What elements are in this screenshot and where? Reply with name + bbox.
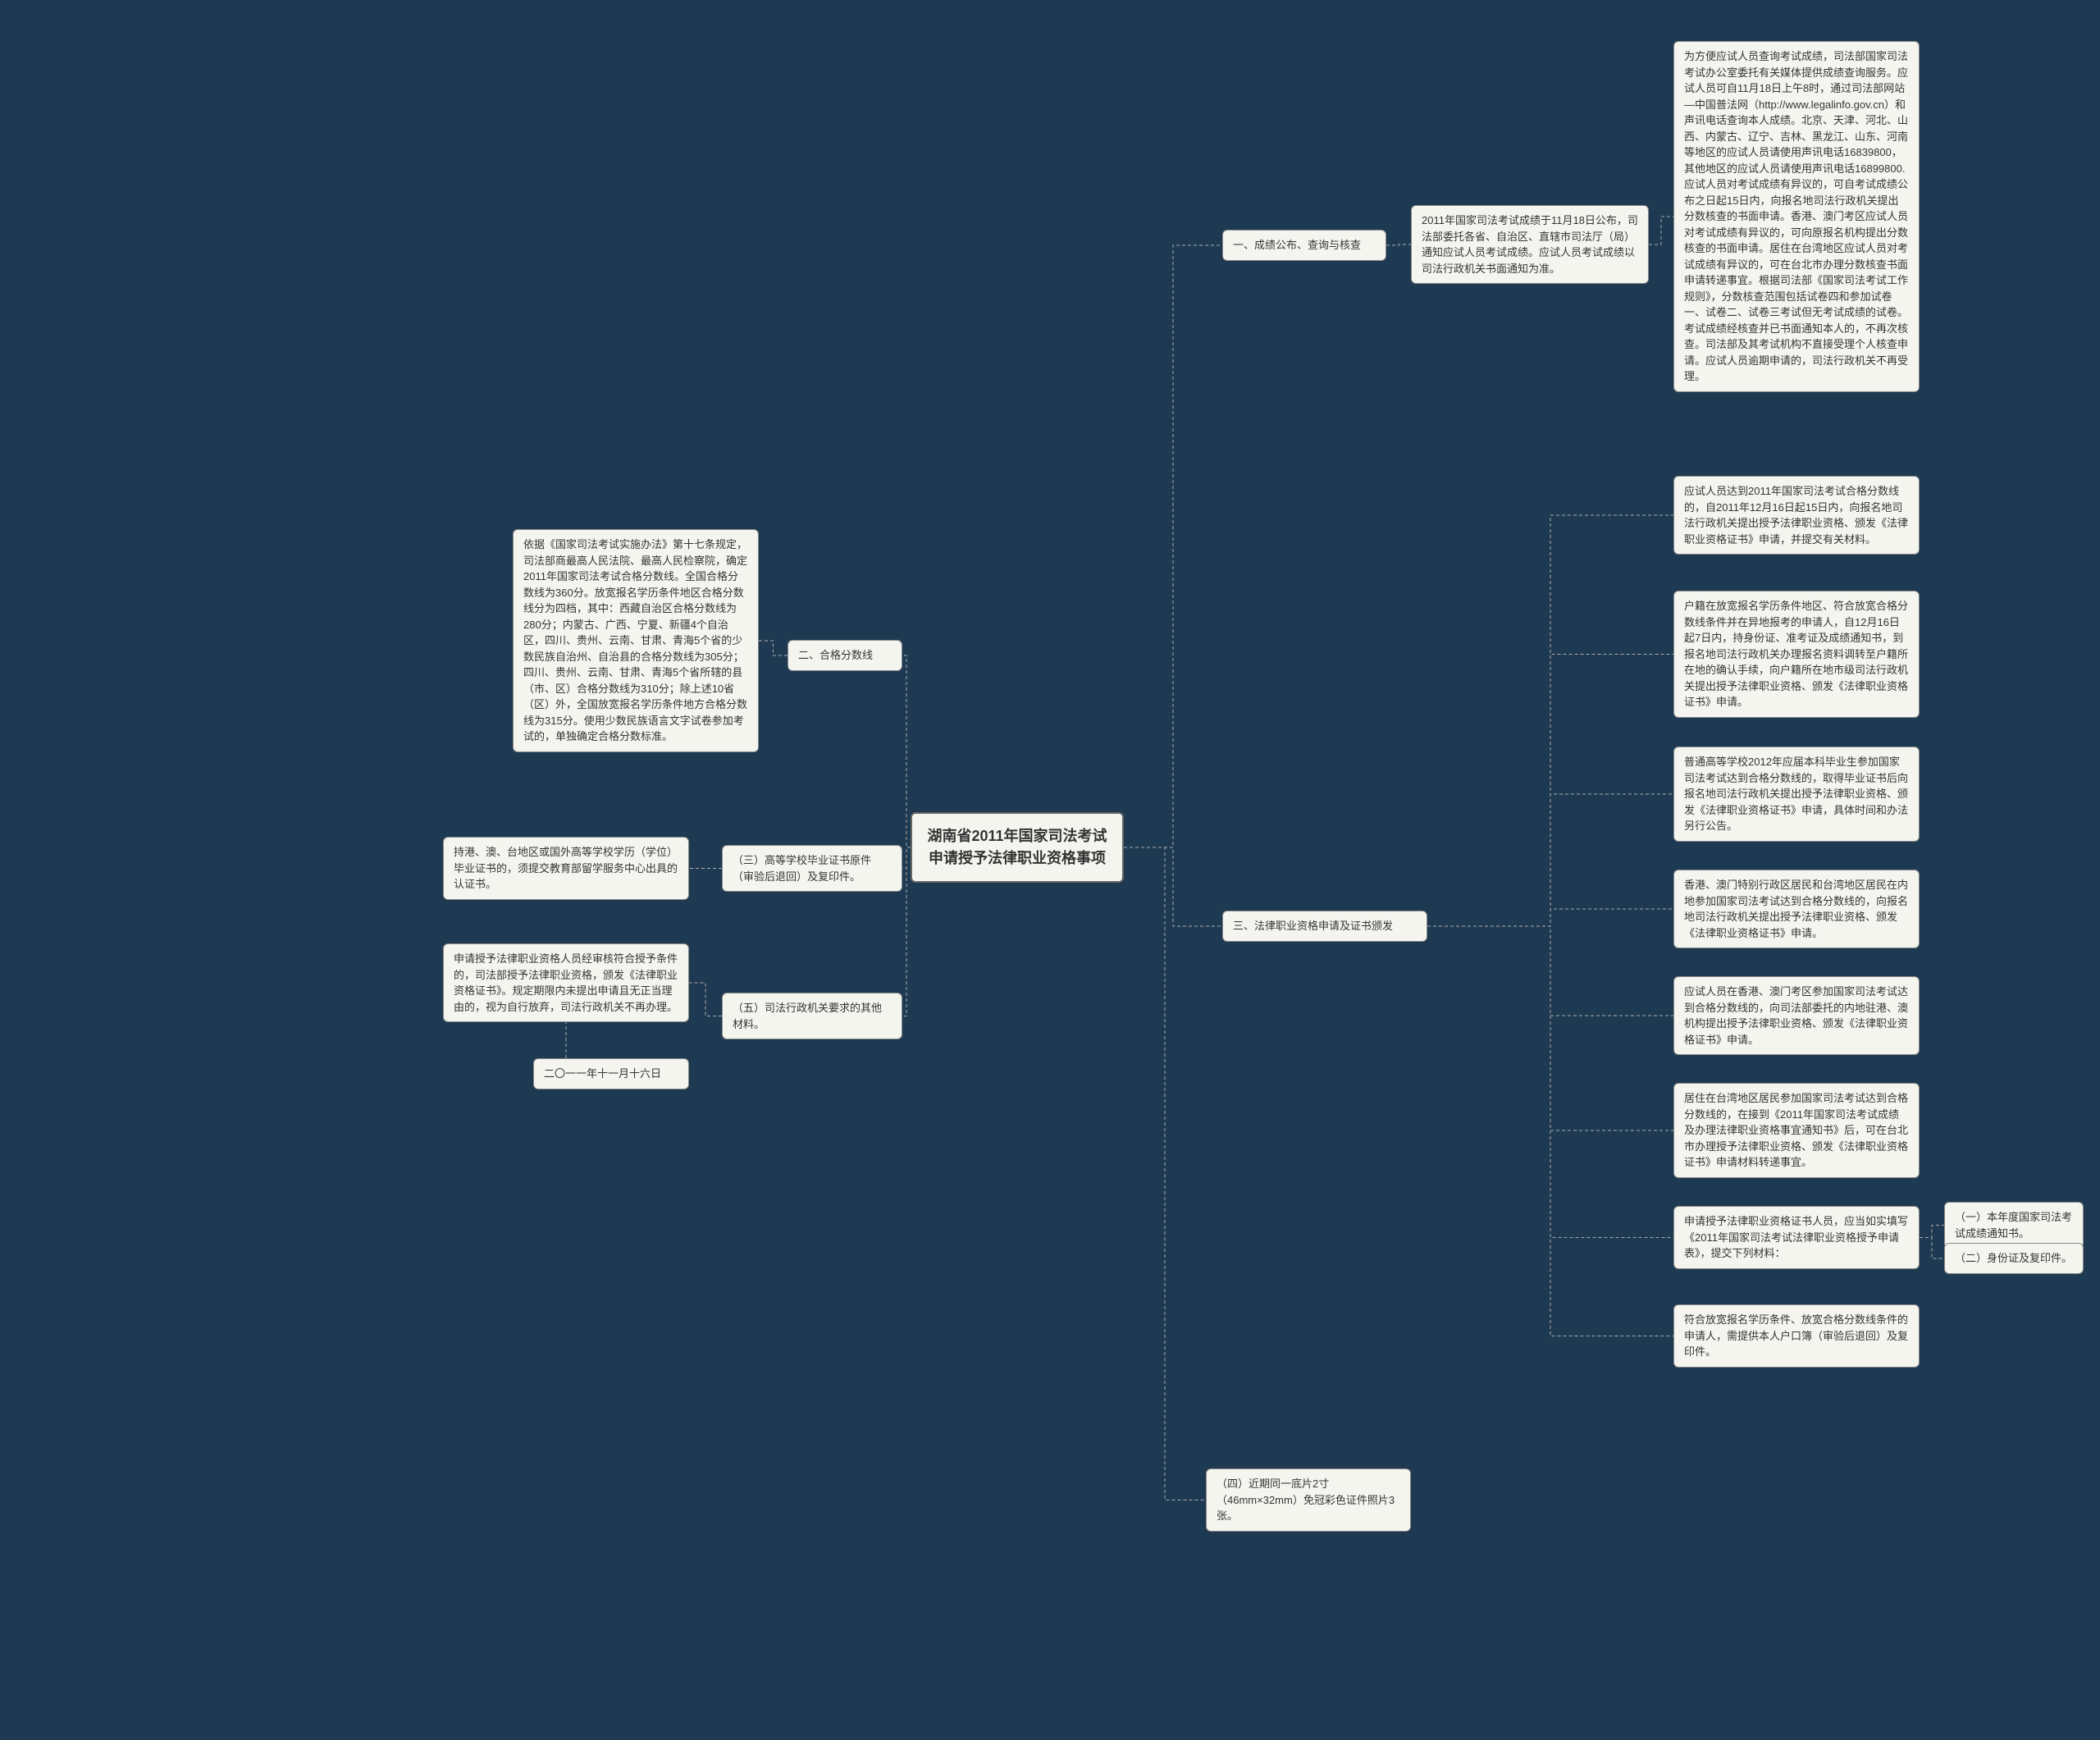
mindmap-node: 为方便应试人员查询考试成绩，司法部国家司法考试办公室委托有关媒体提供成绩查询服务…: [1673, 41, 1920, 392]
connector-line: [902, 847, 911, 1016]
connector-line: [1427, 655, 1673, 927]
connector-line: [1427, 926, 1673, 1238]
connector-line: [1427, 926, 1673, 1016]
mindmap-node: （一）本年度国家司法考试成绩通知书。: [1944, 1202, 2084, 1249]
connector-line: [1124, 245, 1222, 847]
mindmap-node: （四）近期同一底片2寸（46mm×32mm）免冠彩色证件照片3张。: [1206, 1468, 1411, 1532]
mindmap-node: 居住在台湾地区居民参加国家司法考试达到合格分数线的，在接到《2011年国家司法考…: [1673, 1083, 1920, 1178]
mindmap-node: 二〇一一年十一月十六日: [533, 1058, 689, 1089]
connector-line: [902, 847, 911, 869]
mindmap-node: 应试人员达到2011年国家司法考试合格分数线的，自2011年12月16日起15日…: [1673, 476, 1920, 555]
connector-line: [1427, 515, 1673, 926]
mindmap-node: （二）身份证及复印件。: [1944, 1243, 2084, 1274]
mindmap-node: 2011年国家司法考试成绩于11月18日公布，司法部委托各省、自治区、直辖市司法…: [1411, 205, 1649, 284]
connector-line: [1427, 926, 1673, 1130]
mindmap-node: 三、法律职业资格申请及证书颁发: [1222, 911, 1427, 942]
mindmap-node: （五）司法行政机关要求的其他材料。: [722, 993, 902, 1039]
mindmap-node: 二、合格分数线: [788, 640, 902, 671]
connector-line: [1386, 244, 1411, 245]
mindmap-node: 香港、澳门特别行政区居民和台湾地区居民在内地参加国家司法考试达到合格分数线的，向…: [1673, 870, 1920, 948]
connector-line: [1649, 217, 1673, 244]
mindmap-node: 应试人员在香港、澳门考区参加国家司法考试达到合格分数线的，向司法部委托的内地驻港…: [1673, 976, 1920, 1055]
root-node: 湖南省2011年国家司法考试申请授予法律职业资格事项: [911, 812, 1124, 883]
mindmap-node: 申请授予法律职业资格证书人员，应当如实填写《2011年国家司法考试法律职业资格授…: [1673, 1206, 1920, 1269]
mindmap-node: 普通高等学校2012年应届本科毕业生参加国家司法考试达到合格分数线的，取得毕业证…: [1673, 747, 1920, 842]
mindmap-node: 持港、澳、台地区或国外高等学校学历（学位）毕业证书的，须提交教育部留学服务中心出…: [443, 837, 689, 900]
mindmap-node: （三）高等学校毕业证书原件（审验后退回）及复印件。: [722, 845, 902, 892]
mindmap-node: 依据《国家司法考试实施办法》第十七条规定，司法部商最高人民法院、最高人民检察院，…: [513, 529, 759, 752]
connector-line: [1124, 847, 1206, 1500]
mindmap-node: 一、成绩公布、查询与核查: [1222, 230, 1386, 261]
mindmap-node: 户籍在放宽报名学历条件地区、符合放宽合格分数线条件并在异地报考的申请人，自12月…: [1673, 591, 1920, 718]
connector-line: [902, 655, 911, 847]
mindmap-node: 符合放宽报名学历条件、放宽合格分数线条件的申请人，需提供本人户口簿（审验后退回）…: [1673, 1304, 1920, 1368]
connector-line: [1124, 847, 1222, 926]
mindmap-node: 申请授予法律职业资格人员经审核符合授予条件的，司法部授予法律职业资格，颁发《法律…: [443, 943, 689, 1022]
connector-line: [1427, 794, 1673, 926]
connector-line: [759, 641, 788, 655]
connector-line: [689, 983, 722, 1016]
connector-line: [1920, 1226, 1944, 1238]
connector-line: [1427, 926, 1673, 1336]
connector-line: [1920, 1238, 1944, 1259]
connector-line: [1427, 909, 1673, 926]
